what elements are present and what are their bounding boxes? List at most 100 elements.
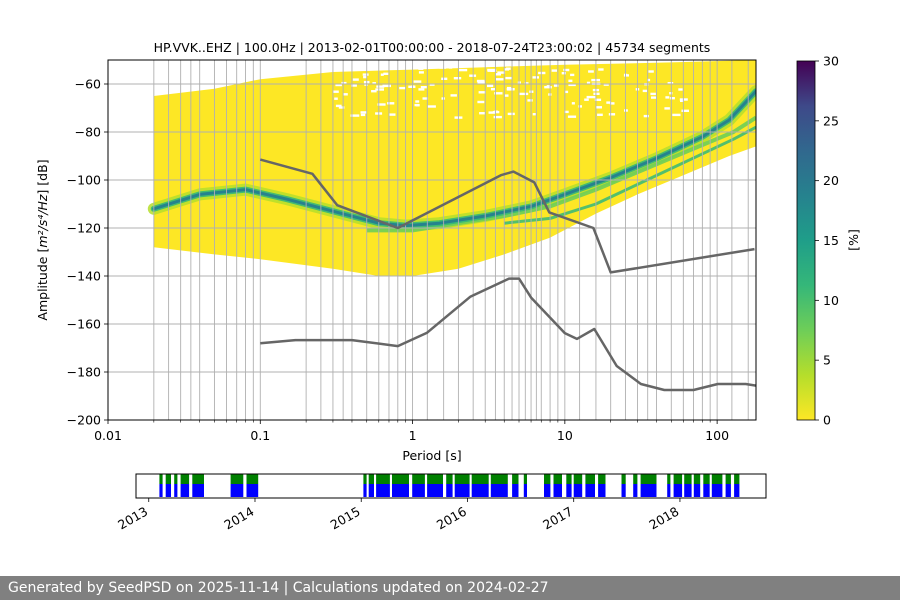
speckle [388,113,396,116]
speckle [476,79,485,83]
x-tick-label: 10 [557,428,573,443]
availability-bar-bottom [412,484,425,497]
speckle [603,83,609,86]
speckle [593,92,600,95]
psd-density-region [153,60,756,276]
availability-bar-top [490,474,508,484]
availability-bar-bottom [376,484,390,497]
speckle [568,79,573,82]
availability-bar-top [192,474,204,484]
availability-bar-top [363,474,367,484]
availability-bar-bottom [523,484,527,497]
speckle [553,84,559,87]
speckle [469,74,477,77]
availability-bar-top [392,474,409,484]
grid [108,60,756,420]
speckle [561,72,566,75]
speckle [532,76,539,79]
availability-bar-top [734,474,740,484]
speckle [477,100,485,104]
speckle [427,105,436,108]
availability-bar-top [553,474,562,484]
availability-bar-bottom [573,484,583,497]
availability-bar-bottom [246,484,259,497]
colorbar-tick-label: 5 [823,353,831,368]
y-tick-label: −140 [67,269,101,284]
speckle [420,86,427,89]
x-axis-label: Period [s] [402,448,461,463]
speckle [532,113,536,116]
speckle [376,85,385,88]
speckle [335,83,342,87]
x-tick-label: 100 [705,428,729,443]
timeline-tick-label: 2014 [221,504,256,533]
speckle [335,104,342,108]
speckle [672,113,681,117]
y-axis-label: Amplitude [m²/s⁴/Hz] [dB] [35,159,50,320]
speckle [418,71,424,74]
availability-bar-bottom [165,484,171,497]
speckle [504,68,510,71]
timeline-frame [135,473,767,499]
timeline-x-axis: 2013 2014 2015 2016 2017 2018 [115,498,681,533]
speckle [643,114,649,118]
speckle [490,88,496,91]
speckle [432,64,439,68]
speckle [681,109,689,112]
availability-bar-bottom [621,484,626,497]
speckle [678,88,683,91]
colorbar [796,60,816,421]
speckle [429,83,435,86]
colorbar-ticks: 0 5 10 15 20 25 30 [815,54,839,428]
availability-bar-top [711,474,723,484]
availability-bar-top [471,474,489,484]
speckle [441,77,448,80]
speckle [352,78,359,81]
availability-bar-bottom [490,484,508,497]
speckle [669,92,673,95]
speckle [524,82,529,85]
speckle [586,81,591,85]
speckle [350,114,360,117]
speckle [642,89,648,93]
speckle [608,113,616,116]
speckle [567,115,577,118]
speckle [564,110,569,114]
speckle [597,113,603,116]
psd-density-band-core [152,89,756,228]
availability-bar-top [446,474,453,484]
availability-bar-top [180,474,190,484]
speckle [383,72,389,75]
availability-bar-bottom [725,484,731,497]
availability-bar-bottom [544,484,551,497]
speckle [375,88,384,91]
y-tick-label: −180 [67,365,101,380]
availability-bar-top [159,474,163,484]
speckle [495,78,504,81]
speckle [506,86,512,90]
speckle [391,65,400,68]
availability-bar-top [684,474,692,484]
speckle [362,68,367,71]
speckle [363,75,367,79]
availability-bar-top [165,474,171,484]
speckle [448,66,453,69]
speckle [570,73,575,77]
availability-bar-bottom [585,484,595,497]
availability-bar-top [454,474,470,484]
availability-bar-top [667,474,671,484]
speckle [495,73,501,76]
y-axis-label-suffix: ] [dB] [35,159,50,194]
availability-bar-top [598,474,606,484]
speckle [364,83,368,86]
speckle [422,97,429,100]
availability-bar-top [633,474,638,484]
speckle [596,106,602,109]
speckle [334,97,338,100]
speckle [648,70,654,73]
speckle [594,98,602,101]
speckle [507,88,514,91]
speckle [584,98,589,101]
availability-bar-bottom [446,484,453,497]
timeline-tick-label: 2013 [115,504,150,533]
